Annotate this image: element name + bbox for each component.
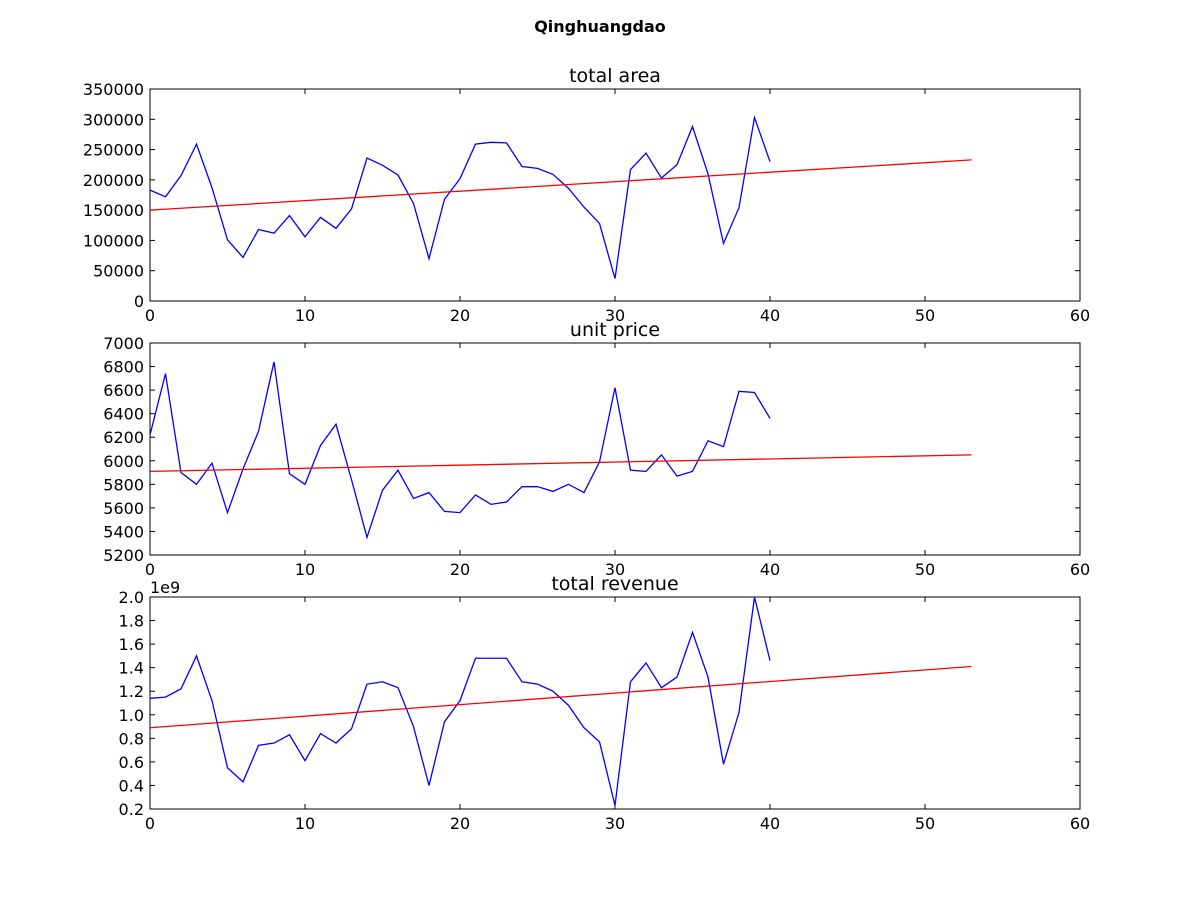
- chart-total-area: total area 0 10 20 30 40 50 60 0 50000 100000 15000…: [83, 65, 1090, 325]
- total-revenue-ytick-label: 1.4: [119, 659, 144, 678]
- unit-price-ytick-label: 5800: [103, 475, 144, 494]
- unit-price-ytick-label: 7000: [103, 334, 144, 353]
- total-revenue-plot-area: [149, 596, 1081, 810]
- unit-price-ytick-label: 6000: [103, 452, 144, 471]
- total-revenue-ytick-label: 1.2: [119, 682, 144, 701]
- total-area-title: total area: [569, 65, 661, 87]
- total-revenue-xtick-label: 50: [915, 814, 935, 833]
- unit-price-plot-area: [149, 342, 1081, 556]
- total-revenue-xtick-label: 30: [605, 814, 625, 833]
- total-area-ytick-label: 150000: [83, 201, 144, 220]
- total-revenue-xtick-label: 20: [450, 814, 470, 833]
- total-revenue-xtick-label: 60: [1070, 814, 1090, 833]
- total-revenue-ytick-label: 0.4: [119, 776, 144, 795]
- unit-price-xtick-label: 30: [605, 560, 625, 579]
- total-area-xtick-label: 60: [1070, 306, 1090, 325]
- total-area-xtick-label: 30: [605, 306, 625, 325]
- total-revenue-ytick-label: 0.2: [119, 800, 144, 819]
- unit-price-title: unit price: [570, 319, 660, 341]
- total-area-ytick-label: 250000: [83, 141, 144, 160]
- unit-price-xtick-label: 0: [145, 560, 155, 579]
- unit-price-xtick-label: 10: [295, 560, 315, 579]
- unit-price-ytick-label: 6200: [103, 428, 144, 447]
- total-revenue-data-line: [149, 596, 771, 806]
- total-area-xtick-label: 20: [450, 306, 470, 325]
- subplots-container: total area 0 10 20 30 40 50 60 0 50000 100000 15000…: [83, 65, 1090, 833]
- unit-price-xtick-label: 20: [450, 560, 470, 579]
- unit-price-xtick-label: 50: [915, 560, 935, 579]
- total-revenue-xtick-label: 0: [145, 814, 155, 833]
- unit-price-ytick-label: 5600: [103, 499, 144, 518]
- total-area-ytick-label: 350000: [83, 80, 144, 99]
- total-area-ytick-label: 100000: [83, 231, 144, 250]
- total-revenue-axis-offset-label: 1e9: [150, 578, 180, 597]
- unit-price-trend-line: [149, 454, 972, 473]
- unit-price-xtick-label: 40: [760, 560, 780, 579]
- total-revenue-trend-line: [149, 665, 972, 729]
- total-revenue-ytick-label: 0.6: [119, 753, 144, 772]
- unit-price-ytick-label: 6600: [103, 381, 144, 400]
- total-area-ytick-label: 50000: [93, 262, 144, 281]
- total-revenue-xtick-label: 40: [760, 814, 780, 833]
- total-area-ytick-label: 300000: [83, 110, 144, 129]
- total-revenue-ytick-label: 0.8: [119, 729, 144, 748]
- total-revenue-ytick-label: 1.0: [119, 706, 144, 725]
- total-revenue-ytick-label: 1.8: [119, 612, 144, 631]
- total-area-ytick-label: 200000: [83, 171, 144, 190]
- total-area-xtick-label: 40: [760, 306, 780, 325]
- unit-price-ytick-label: 5200: [103, 546, 144, 565]
- unit-price-ytick-label: 5400: [103, 522, 144, 541]
- total-revenue-xtick-label: 10: [295, 814, 315, 833]
- total-area-xtick-label: 50: [915, 306, 935, 325]
- total-revenue-title: total revenue: [551, 573, 678, 595]
- unit-price-ytick-label: 6800: [103, 358, 144, 377]
- chart-unit-price: unit price 0 10 20 30 40 50 60 5200 5400 5600 5800 6…: [103, 319, 1090, 579]
- total-area-plot-area: [149, 88, 1081, 302]
- total-revenue-ytick-label: 1.6: [119, 635, 144, 654]
- figure-suptitle: Qinghuangdao: [534, 17, 666, 36]
- unit-price-ytick-label: 6400: [103, 405, 144, 424]
- total-area-xtick-label: 0: [145, 306, 155, 325]
- total-revenue-ytick-label: 2.0: [119, 588, 144, 607]
- total-area-ytick-label: 0: [134, 292, 144, 311]
- total-area-xtick-label: 10: [295, 306, 315, 325]
- unit-price-data-line: [149, 361, 771, 540]
- unit-price-xtick-label: 60: [1070, 560, 1090, 579]
- chart-total-revenue: total revenue 0 10 20 30 40 50 60 0.2 0.4 0.6 0.8 1.…: [119, 573, 1091, 833]
- total-area-trend-line: [149, 159, 972, 211]
- total-area-data-line: [149, 114, 771, 279]
